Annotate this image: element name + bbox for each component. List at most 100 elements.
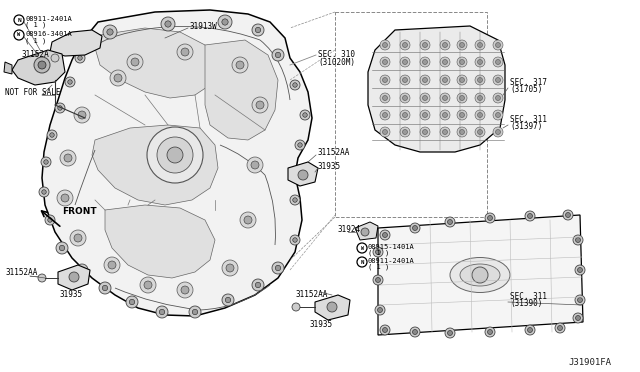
Circle shape (380, 40, 390, 50)
Circle shape (495, 42, 500, 48)
Circle shape (99, 282, 111, 294)
Circle shape (34, 57, 50, 73)
Circle shape (70, 230, 86, 246)
Circle shape (573, 235, 583, 245)
Circle shape (157, 137, 193, 173)
Circle shape (400, 75, 410, 85)
Circle shape (442, 129, 447, 135)
Text: ( 1 ): ( 1 ) (368, 264, 389, 270)
Circle shape (422, 42, 428, 48)
Circle shape (440, 40, 450, 50)
Circle shape (460, 112, 465, 118)
Circle shape (440, 127, 450, 137)
Text: SEC. 311: SEC. 311 (510, 115, 547, 124)
Circle shape (442, 77, 447, 83)
Text: J31901FA: J31901FA (568, 358, 611, 367)
Circle shape (42, 190, 46, 194)
Circle shape (39, 187, 49, 197)
Circle shape (420, 75, 430, 85)
Circle shape (403, 77, 408, 83)
Polygon shape (378, 215, 583, 335)
Circle shape (110, 70, 126, 86)
Circle shape (442, 42, 447, 48)
Polygon shape (368, 26, 505, 152)
Circle shape (380, 127, 390, 137)
Circle shape (55, 103, 65, 113)
Circle shape (181, 286, 189, 294)
Circle shape (68, 80, 72, 84)
Circle shape (376, 278, 381, 282)
Circle shape (457, 110, 467, 120)
Circle shape (447, 219, 452, 224)
Circle shape (380, 325, 390, 335)
Circle shape (400, 110, 410, 120)
Circle shape (252, 97, 268, 113)
Circle shape (420, 57, 430, 67)
Circle shape (477, 77, 483, 83)
Circle shape (457, 127, 467, 137)
Circle shape (495, 112, 500, 118)
Circle shape (493, 40, 503, 50)
Circle shape (60, 245, 65, 251)
Circle shape (60, 150, 76, 166)
Circle shape (74, 107, 90, 123)
Circle shape (403, 42, 408, 48)
Circle shape (47, 130, 57, 140)
Circle shape (378, 308, 383, 312)
Text: 31935: 31935 (60, 290, 83, 299)
Circle shape (400, 93, 410, 103)
Circle shape (380, 230, 390, 240)
Circle shape (383, 60, 387, 64)
Text: (31705): (31705) (510, 85, 542, 94)
Circle shape (495, 77, 500, 83)
Circle shape (477, 129, 483, 135)
Circle shape (192, 309, 198, 315)
Circle shape (240, 212, 256, 228)
Polygon shape (92, 125, 218, 205)
Circle shape (373, 247, 383, 257)
Circle shape (251, 161, 259, 169)
Circle shape (475, 75, 485, 85)
Circle shape (236, 61, 244, 69)
Circle shape (76, 264, 88, 276)
Circle shape (303, 113, 307, 117)
Polygon shape (12, 50, 65, 85)
Text: SEC. 311: SEC. 311 (510, 292, 547, 301)
Circle shape (225, 297, 230, 303)
Circle shape (58, 106, 62, 110)
Circle shape (298, 170, 308, 180)
Polygon shape (95, 28, 215, 98)
Circle shape (75, 53, 85, 63)
Circle shape (56, 242, 68, 254)
Circle shape (140, 277, 156, 293)
Text: FRONT: FRONT (62, 208, 97, 217)
Circle shape (413, 225, 417, 231)
Circle shape (247, 157, 263, 173)
Circle shape (403, 129, 408, 135)
Text: 08915-1401A: 08915-1401A (368, 244, 415, 250)
Circle shape (575, 315, 580, 321)
Circle shape (61, 194, 69, 202)
Circle shape (292, 198, 297, 202)
Circle shape (50, 133, 54, 137)
Circle shape (167, 147, 183, 163)
Circle shape (357, 243, 367, 253)
Circle shape (256, 101, 264, 109)
Circle shape (373, 275, 383, 285)
Circle shape (272, 49, 284, 61)
Circle shape (577, 267, 582, 273)
Circle shape (440, 75, 450, 85)
Circle shape (255, 282, 260, 288)
Text: 08911-2401A: 08911-2401A (25, 16, 72, 22)
Circle shape (38, 61, 46, 69)
Circle shape (420, 40, 430, 50)
Circle shape (78, 111, 86, 119)
Text: ( 1 ): ( 1 ) (368, 250, 389, 257)
Circle shape (165, 21, 171, 27)
Circle shape (475, 127, 485, 137)
Circle shape (14, 30, 24, 40)
Circle shape (14, 15, 24, 25)
Polygon shape (105, 205, 215, 278)
Circle shape (575, 237, 580, 243)
Circle shape (48, 218, 52, 222)
